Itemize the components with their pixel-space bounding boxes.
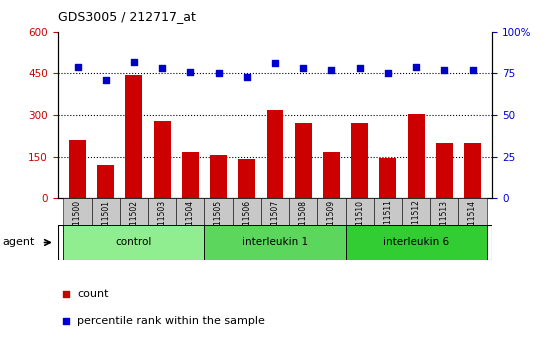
Point (355, 65, 364, 71)
Text: GSM211513: GSM211513 (440, 200, 449, 246)
Text: GSM211507: GSM211507 (271, 200, 279, 246)
Bar (69, 140, 86, 198)
Bar (261, 198, 289, 225)
Bar (148, 198, 176, 225)
Bar (205, 198, 233, 225)
Bar (63, 225, 205, 260)
Point (101, 77, 110, 83)
Text: GSM211511: GSM211511 (383, 200, 392, 245)
Text: GSM211506: GSM211506 (243, 200, 251, 246)
Text: GSM211508: GSM211508 (299, 200, 307, 246)
Bar (233, 198, 261, 225)
Text: percentile rank within the sample: percentile rank within the sample (78, 316, 265, 326)
Bar (205, 225, 345, 260)
Point (383, 71, 392, 76)
Text: agent: agent (3, 238, 35, 247)
Bar (402, 198, 430, 225)
Bar (210, 155, 227, 198)
Point (186, 69, 195, 75)
Text: GSM211509: GSM211509 (327, 200, 336, 246)
Bar (92, 198, 120, 225)
Point (158, 65, 167, 71)
Point (62, 318, 71, 324)
Point (73, 64, 82, 70)
Bar (379, 158, 397, 198)
Text: GSM211512: GSM211512 (411, 200, 421, 245)
Bar (374, 198, 402, 225)
Point (271, 61, 279, 66)
Text: GSM211502: GSM211502 (129, 200, 139, 246)
Bar (125, 75, 142, 198)
Bar (182, 153, 199, 198)
Bar (464, 143, 481, 198)
Bar (289, 198, 317, 225)
Bar (458, 198, 487, 225)
Point (243, 74, 251, 80)
Bar (436, 143, 453, 198)
Bar (345, 198, 374, 225)
Bar (97, 165, 114, 198)
Point (468, 67, 477, 73)
Text: GSM211500: GSM211500 (73, 200, 82, 246)
Bar (267, 109, 283, 198)
Point (214, 71, 223, 76)
Bar (153, 121, 170, 198)
Point (299, 65, 307, 71)
Bar (295, 124, 312, 198)
Bar (317, 198, 345, 225)
Point (411, 64, 420, 70)
Bar (63, 198, 92, 225)
Bar (323, 153, 340, 198)
Text: GSM211501: GSM211501 (101, 200, 110, 246)
Text: control: control (116, 238, 152, 247)
Point (62, 292, 71, 297)
Text: GSM211505: GSM211505 (214, 200, 223, 246)
Point (440, 67, 449, 73)
Bar (408, 114, 425, 198)
Text: GSM211514: GSM211514 (468, 200, 477, 246)
Bar (351, 124, 368, 198)
Text: GSM211503: GSM211503 (158, 200, 167, 246)
Bar (120, 198, 148, 225)
Text: interleukin 1: interleukin 1 (242, 238, 308, 247)
Bar (238, 159, 255, 198)
Point (327, 67, 336, 73)
Text: GSM211510: GSM211510 (355, 200, 364, 246)
Bar (345, 225, 487, 260)
Text: interleukin 6: interleukin 6 (383, 238, 449, 247)
Bar (176, 198, 205, 225)
Text: GDS3005 / 212717_at: GDS3005 / 212717_at (58, 10, 196, 23)
Text: count: count (78, 289, 109, 299)
Point (130, 59, 139, 65)
Bar (430, 198, 458, 225)
Text: GSM211504: GSM211504 (186, 200, 195, 246)
